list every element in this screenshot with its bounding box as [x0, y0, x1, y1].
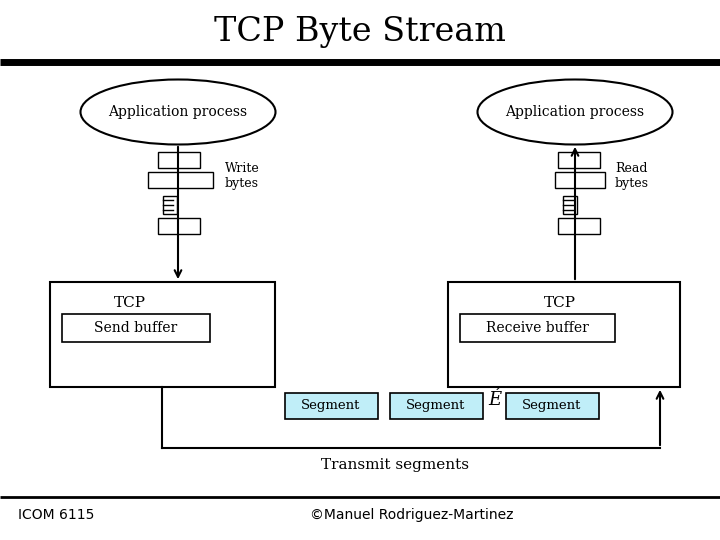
Text: ICOM 6115: ICOM 6115	[18, 508, 94, 522]
Text: Receive buffer: Receive buffer	[485, 321, 588, 335]
Text: Read
bytes: Read bytes	[615, 162, 649, 190]
Bar	[158, 152, 200, 168]
Text: Segment: Segment	[301, 400, 361, 413]
Text: Application process: Application process	[109, 105, 248, 119]
Bar	[558, 218, 600, 234]
Bar	[50, 282, 275, 387]
Ellipse shape	[477, 79, 672, 145]
Text: TCP: TCP	[114, 296, 146, 310]
Bar	[555, 172, 605, 188]
Text: Segment: Segment	[406, 400, 466, 413]
Text: TCP Byte Stream: TCP Byte Stream	[214, 16, 506, 48]
Text: Send buffer: Send buffer	[94, 321, 178, 335]
Bar	[62, 314, 210, 342]
Text: Application process: Application process	[505, 105, 644, 119]
Text: Transmit segments: Transmit segments	[321, 458, 469, 472]
Bar	[460, 314, 615, 342]
Bar	[390, 393, 483, 419]
Text: É: É	[488, 391, 502, 409]
Bar	[448, 282, 680, 387]
Text: ©Manuel Rodriguez-Martinez: ©Manuel Rodriguez-Martinez	[310, 508, 513, 522]
Bar	[163, 196, 177, 214]
Text: TCP: TCP	[544, 296, 576, 310]
Bar	[506, 393, 599, 419]
Text: Write
bytes: Write bytes	[225, 162, 260, 190]
Bar	[158, 218, 200, 234]
Ellipse shape	[81, 79, 276, 145]
Bar	[558, 152, 600, 168]
Bar	[285, 393, 378, 419]
Text: Segment: Segment	[522, 400, 582, 413]
Bar	[148, 172, 213, 188]
Bar	[563, 196, 577, 214]
